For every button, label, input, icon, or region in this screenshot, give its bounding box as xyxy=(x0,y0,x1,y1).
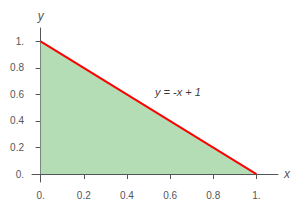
svg-text:0.2: 0.2 xyxy=(10,142,24,153)
svg-text:1.: 1. xyxy=(16,36,24,47)
svg-text:0.4: 0.4 xyxy=(120,190,134,201)
svg-text:0.: 0. xyxy=(36,190,44,201)
svg-text:0.6: 0.6 xyxy=(10,89,24,100)
svg-text:1.: 1. xyxy=(252,190,260,201)
svg-text:0.4: 0.4 xyxy=(10,115,24,126)
svg-text:y: y xyxy=(37,9,45,23)
svg-text:0.: 0. xyxy=(16,169,24,180)
svg-text:0.2: 0.2 xyxy=(77,190,91,201)
svg-text:0.6: 0.6 xyxy=(163,190,177,201)
svg-text:0.8: 0.8 xyxy=(10,62,24,73)
svg-text:y = -x + 1: y = -x + 1 xyxy=(154,86,201,98)
svg-text:0.8: 0.8 xyxy=(206,190,220,201)
svg-text:x: x xyxy=(283,167,291,181)
